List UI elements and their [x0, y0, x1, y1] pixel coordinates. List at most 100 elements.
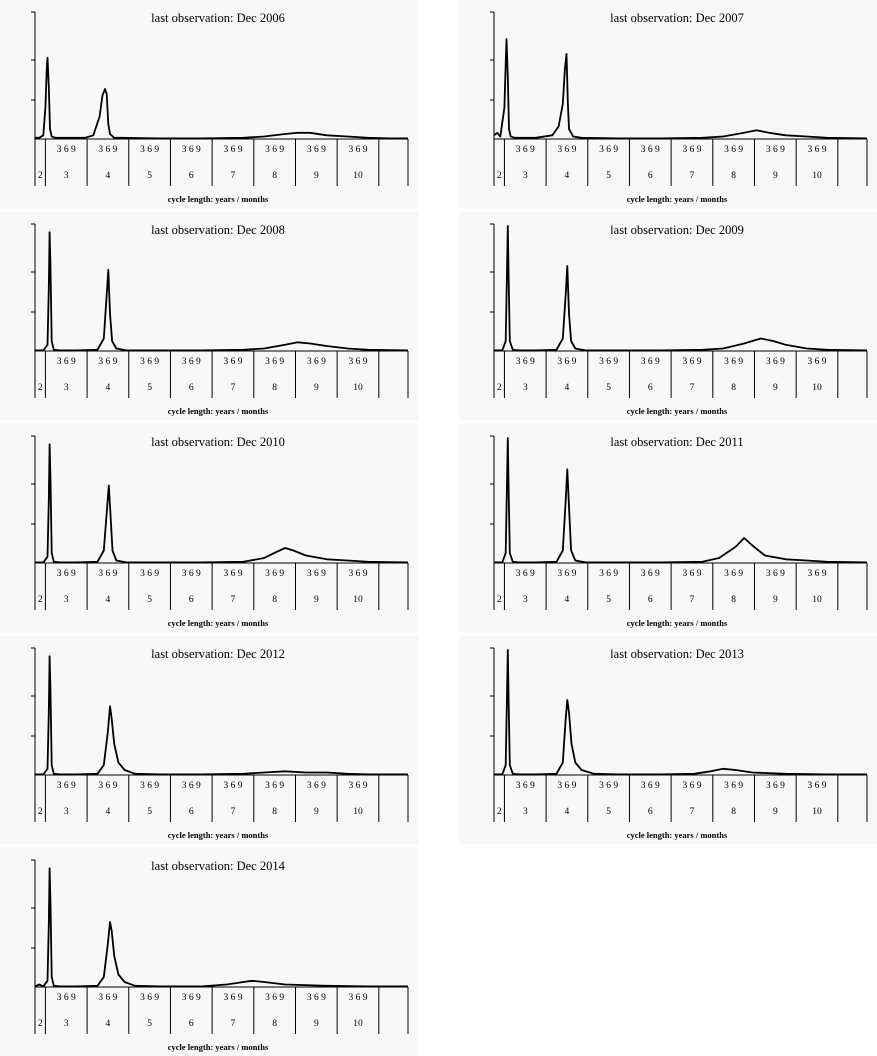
year-tick-label: 3 [64, 595, 69, 605]
year-tick-label: 6 [189, 383, 194, 393]
month-tick-label: 3 6 9 [641, 781, 660, 791]
chart-svg: last observation: Dec 2010 2 3 3 6 9 4 3 6 9 5… [31, 435, 409, 628]
year-tick-label: 4 [106, 595, 111, 605]
chart-title: last observation: Dec 2006 [151, 11, 285, 25]
chart-svg: last observation: Dec 2007 2 3 3 6 9 4 3 6 9 5… [490, 11, 868, 204]
year-tick-label: 10 [353, 383, 363, 393]
year-tick-label: 3 [523, 383, 528, 393]
month-tick-label: 3 6 9 [682, 145, 701, 155]
chart-title: last observation: Dec 2012 [151, 647, 285, 661]
year-tick-label: 3 [64, 383, 69, 393]
x-axis-label: cycle length: years / months [168, 618, 269, 628]
month-tick-label: 3 6 9 [807, 781, 826, 791]
chart-panel: last observation: Dec 2014 2 3 3 6 9 4 3 6 9 5… [0, 848, 418, 1056]
year-tick-label: 7 [690, 595, 695, 605]
month-tick-label: 3 6 9 [223, 145, 242, 155]
year-tick-label: 7 [231, 171, 236, 181]
month-tick-label: 3 6 9 [265, 993, 284, 1003]
month-tick-label: 3 6 9 [348, 781, 367, 791]
series-line [35, 443, 409, 564]
year-tick-label: 2 [38, 807, 43, 817]
year-tick-label: 8 [272, 1019, 277, 1029]
month-tick-label: 3 6 9 [516, 781, 535, 791]
month-tick-label: 3 6 9 [98, 569, 117, 579]
month-tick-label: 3 6 9 [57, 781, 76, 791]
year-tick-label: 8 [272, 595, 277, 605]
year-tick-label: 2 [497, 171, 502, 181]
month-tick-label: 3 6 9 [182, 357, 201, 367]
month-tick-label: 3 6 9 [724, 145, 743, 155]
year-tick-label: 7 [690, 383, 695, 393]
year-tick-label: 8 [272, 807, 277, 817]
series-line [35, 655, 408, 776]
month-tick-label: 3 6 9 [98, 993, 117, 1003]
month-tick-label: 3 6 9 [557, 357, 576, 367]
chart-title: last observation: Dec 2009 [610, 223, 744, 237]
month-tick-label: 3 6 9 [98, 145, 117, 155]
year-tick-label: 3 [64, 171, 69, 181]
month-tick-label: 3 6 9 [57, 145, 76, 155]
month-tick-label: 3 6 9 [307, 145, 326, 155]
month-tick-label: 3 6 9 [348, 993, 367, 1003]
month-tick-label: 3 6 9 [265, 569, 284, 579]
month-tick-label: 3 6 9 [348, 357, 367, 367]
year-tick-label: 2 [497, 383, 502, 393]
year-tick-label: 5 [147, 171, 152, 181]
month-tick-label: 3 6 9 [348, 569, 367, 579]
chart-title: last observation: Dec 2011 [610, 435, 743, 449]
month-tick-label: 3 6 9 [724, 357, 743, 367]
month-tick-label: 3 6 9 [223, 357, 242, 367]
month-tick-label: 3 6 9 [182, 145, 201, 155]
chart-svg: last observation: Dec 2014 2 3 3 6 9 4 3 6 9 5… [31, 859, 409, 1052]
year-tick-label: 9 [773, 383, 778, 393]
chart-title: last observation: Dec 2013 [610, 647, 744, 661]
chart-svg: last observation: Dec 2008 2 3 3 6 9 4 3 6 9 5… [31, 223, 409, 416]
month-tick-label: 3 6 9 [516, 357, 535, 367]
year-tick-label: 2 [38, 1019, 43, 1029]
month-tick-label: 3 6 9 [98, 357, 117, 367]
month-tick-label: 3 6 9 [766, 781, 785, 791]
month-tick-label: 3 6 9 [724, 781, 743, 791]
month-tick-label: 3 6 9 [599, 781, 618, 791]
year-tick-label: 2 [497, 595, 502, 605]
series-line [494, 437, 868, 564]
month-tick-label: 3 6 9 [557, 145, 576, 155]
year-tick-label: 9 [314, 1019, 319, 1029]
month-tick-label: 3 6 9 [766, 569, 785, 579]
year-tick-label: 7 [231, 807, 236, 817]
series-line [35, 56, 408, 140]
year-tick-label: 10 [353, 807, 363, 817]
year-tick-label: 5 [147, 807, 152, 817]
month-tick-label: 3 6 9 [307, 993, 326, 1003]
year-tick-label: 4 [565, 171, 570, 181]
year-tick-label: 8 [731, 595, 736, 605]
month-tick-label: 3 6 9 [307, 569, 326, 579]
month-tick-label: 3 6 9 [682, 781, 701, 791]
year-tick-label: 6 [648, 595, 653, 605]
chart-title: last observation: Dec 2008 [151, 223, 285, 237]
year-tick-label: 10 [812, 383, 822, 393]
x-axis-label: cycle length: years / months [627, 194, 728, 204]
year-tick-label: 5 [147, 595, 152, 605]
year-tick-label: 7 [690, 171, 695, 181]
year-tick-label: 9 [773, 595, 778, 605]
chart-panel: last observation: Dec 2013 2 3 3 6 9 4 3 6 9 5… [459, 636, 877, 844]
year-tick-label: 10 [812, 171, 822, 181]
year-tick-label: 10 [812, 807, 822, 817]
year-tick-label: 4 [565, 595, 570, 605]
month-tick-label: 3 6 9 [724, 569, 743, 579]
month-tick-label: 3 6 9 [599, 569, 618, 579]
year-tick-label: 8 [731, 807, 736, 817]
month-tick-label: 3 6 9 [57, 993, 76, 1003]
year-tick-label: 4 [106, 1019, 111, 1029]
series-line [493, 38, 868, 140]
month-tick-label: 3 6 9 [140, 781, 159, 791]
month-tick-label: 3 6 9 [807, 145, 826, 155]
month-tick-label: 3 6 9 [641, 569, 660, 579]
month-tick-label: 3 6 9 [557, 569, 576, 579]
x-axis-label: cycle length: years / months [168, 194, 269, 204]
month-tick-label: 3 6 9 [223, 781, 242, 791]
year-tick-label: 5 [606, 595, 611, 605]
chart-panel: last observation: Dec 2012 2 3 3 6 9 4 3 6 9 5… [0, 636, 418, 844]
month-tick-label: 3 6 9 [682, 569, 701, 579]
